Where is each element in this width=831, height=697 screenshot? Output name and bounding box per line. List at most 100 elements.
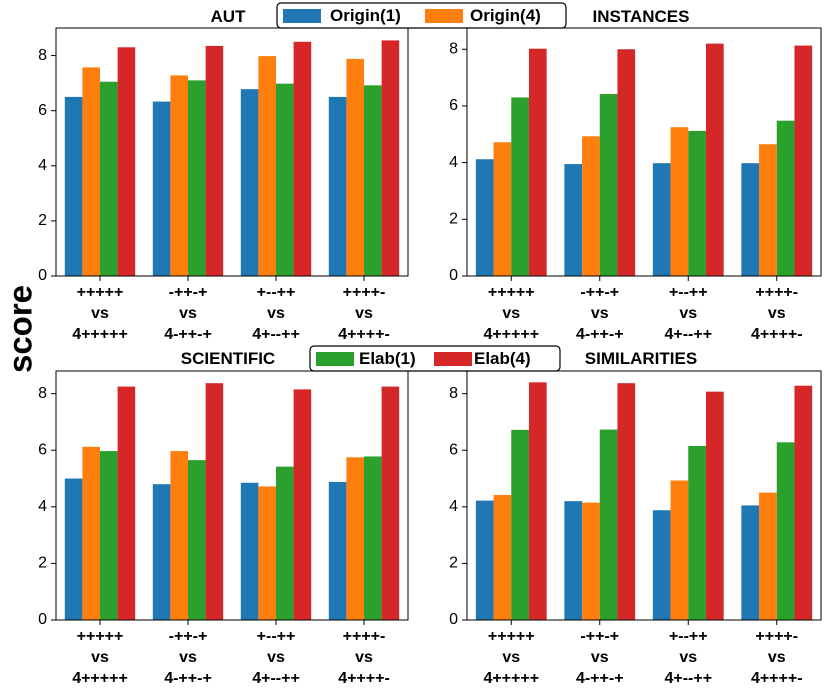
y-tick-label: 0 [449,267,458,284]
x-tick-label: +++++ [488,628,535,645]
bar [493,494,512,620]
axes-frame [466,27,822,277]
x-tick-label: vs [179,649,197,666]
chart-title: SIMILARITIES [585,349,697,368]
axes-frame [466,370,822,621]
bar [381,386,400,620]
y-tick-label: 8 [449,40,458,57]
legend-swatch [425,9,463,23]
bar [599,94,618,276]
x-tick-label: +++++ [77,628,124,645]
y-tick-label: 6 [38,441,47,458]
x-tick-label: 4+--++ [252,326,300,343]
bar [475,500,494,620]
x-tick-label: vs [355,305,373,322]
bar [582,136,600,276]
legend-label: Origin(4) [470,6,541,25]
bar [564,164,583,276]
x-tick-label: 4++++- [338,326,390,343]
bar [346,457,364,620]
x-tick-label: vs [355,649,373,666]
y-tick-label: 2 [38,212,47,229]
legend-swatch [316,352,354,366]
y-tick-label: 2 [38,555,47,572]
x-tick-label: vs [91,305,109,322]
bar [582,502,600,620]
x-tick-label: ++++- [343,628,386,645]
bar [328,481,347,620]
chart-panel: 0 2 4 6 8 +++++ vs 4+++++ -++-+ vs 4-++-+ +--++ vs 4+… [449,349,822,687]
x-tick-label: ++++- [343,284,386,301]
x-tick-label: 4-++-+ [576,326,624,343]
bar [759,144,777,276]
bar [670,480,689,620]
bar [82,67,100,277]
bar [364,456,382,620]
x-tick-label: -++-+ [169,284,208,301]
bar [258,486,276,620]
y-tick-label: 2 [449,211,458,228]
bar [100,451,118,620]
x-tick-label: vs [502,305,520,322]
bar [117,47,136,276]
bar [688,130,706,276]
bar [759,492,777,620]
bar [511,97,529,276]
legend: Origin(1) Origin(4) [276,2,567,29]
bar [188,460,206,620]
x-tick-label: 4+++++ [72,326,128,343]
y-tick-label: 6 [449,441,458,458]
x-tick-label: 4-++-+ [164,326,212,343]
bar [741,505,760,620]
y-tick-label: 4 [449,498,458,515]
x-tick-label: vs [267,305,285,322]
y-tick-label: 8 [38,47,47,64]
bar [293,41,312,276]
x-tick-label: -++-+ [580,628,619,645]
axes-frame [55,370,409,621]
x-tick-label: vs [768,649,786,666]
x-tick-label: 4+++++ [483,670,539,687]
x-tick-label: +--++ [257,284,296,301]
legend-label: Origin(1) [330,6,401,25]
chart-panel: 0 2 4 6 8 +++++ vs 4+++++ -++-+ vs 4-++-+ +--++ vs 4+… [38,349,409,687]
y-tick-label: 8 [38,385,47,402]
x-tick-label: 4+--++ [664,670,712,687]
x-tick-label: +--++ [669,628,708,645]
bar [528,48,547,276]
bar [528,382,547,620]
chart-title: AUT [211,7,247,26]
x-tick-label: vs [591,649,609,666]
bar [511,429,529,620]
bar [493,142,512,276]
bar [381,40,400,277]
bar [741,163,760,276]
x-tick-label: 4-++-+ [164,670,212,687]
x-tick-label: -++-+ [169,628,208,645]
legend-label: Elab(1) [359,349,416,368]
bar [170,451,188,620]
bar [100,81,118,276]
x-tick-label: +--++ [669,284,708,301]
legend-swatch [434,352,472,366]
y-tick-label: 0 [38,267,47,284]
bar [617,383,636,620]
x-tick-label: ++++- [755,284,798,301]
y-tick-label: 0 [38,611,47,628]
x-tick-label: 4-++-+ [576,670,624,687]
x-tick-label: 4+--++ [252,670,300,687]
y-tick-label: 2 [449,555,458,572]
x-tick-label: vs [502,649,520,666]
bar [152,101,171,276]
y-tick-label: 6 [38,102,47,119]
y-tick-label: 4 [38,498,47,515]
bar [652,163,671,276]
legend-label: Elab(4) [474,349,531,368]
y-axis-label: score [2,285,39,373]
bar [240,89,259,276]
x-tick-label: vs [179,305,197,322]
bar [117,386,136,620]
bar [475,159,494,276]
y-tick-label: 6 [449,97,458,114]
